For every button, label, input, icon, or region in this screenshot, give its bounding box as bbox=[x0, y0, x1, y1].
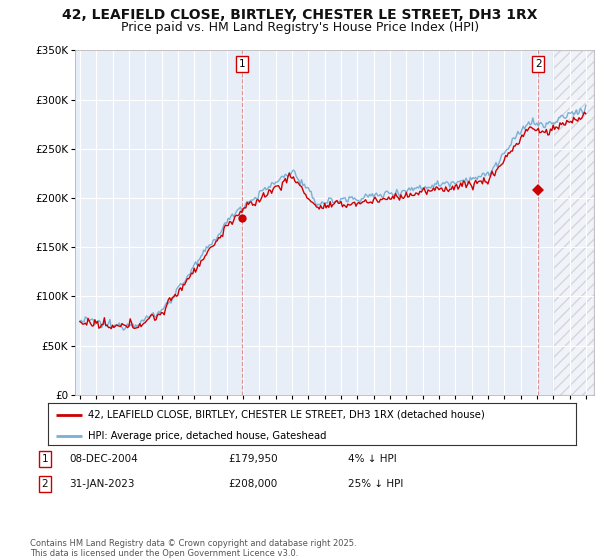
Text: Contains HM Land Registry data © Crown copyright and database right 2025.
This d: Contains HM Land Registry data © Crown c… bbox=[30, 539, 356, 558]
Text: 4% ↓ HPI: 4% ↓ HPI bbox=[348, 454, 397, 464]
Text: HPI: Average price, detached house, Gateshead: HPI: Average price, detached house, Gate… bbox=[88, 431, 326, 441]
Bar bbox=[553, 50, 594, 395]
Text: 2: 2 bbox=[41, 479, 49, 489]
Text: £208,000: £208,000 bbox=[228, 479, 277, 489]
Text: Price paid vs. HM Land Registry's House Price Index (HPI): Price paid vs. HM Land Registry's House … bbox=[121, 21, 479, 34]
Text: 31-JAN-2023: 31-JAN-2023 bbox=[69, 479, 134, 489]
Text: £179,950: £179,950 bbox=[228, 454, 278, 464]
Text: 2: 2 bbox=[535, 59, 541, 69]
Text: 25% ↓ HPI: 25% ↓ HPI bbox=[348, 479, 403, 489]
Text: 1: 1 bbox=[239, 59, 245, 69]
Text: 42, LEAFIELD CLOSE, BIRTLEY, CHESTER LE STREET, DH3 1RX: 42, LEAFIELD CLOSE, BIRTLEY, CHESTER LE … bbox=[62, 8, 538, 22]
Text: 08-DEC-2004: 08-DEC-2004 bbox=[69, 454, 138, 464]
Bar bbox=[553, 50, 594, 395]
Text: 1: 1 bbox=[41, 454, 49, 464]
Text: 42, LEAFIELD CLOSE, BIRTLEY, CHESTER LE STREET, DH3 1RX (detached house): 42, LEAFIELD CLOSE, BIRTLEY, CHESTER LE … bbox=[88, 410, 484, 420]
